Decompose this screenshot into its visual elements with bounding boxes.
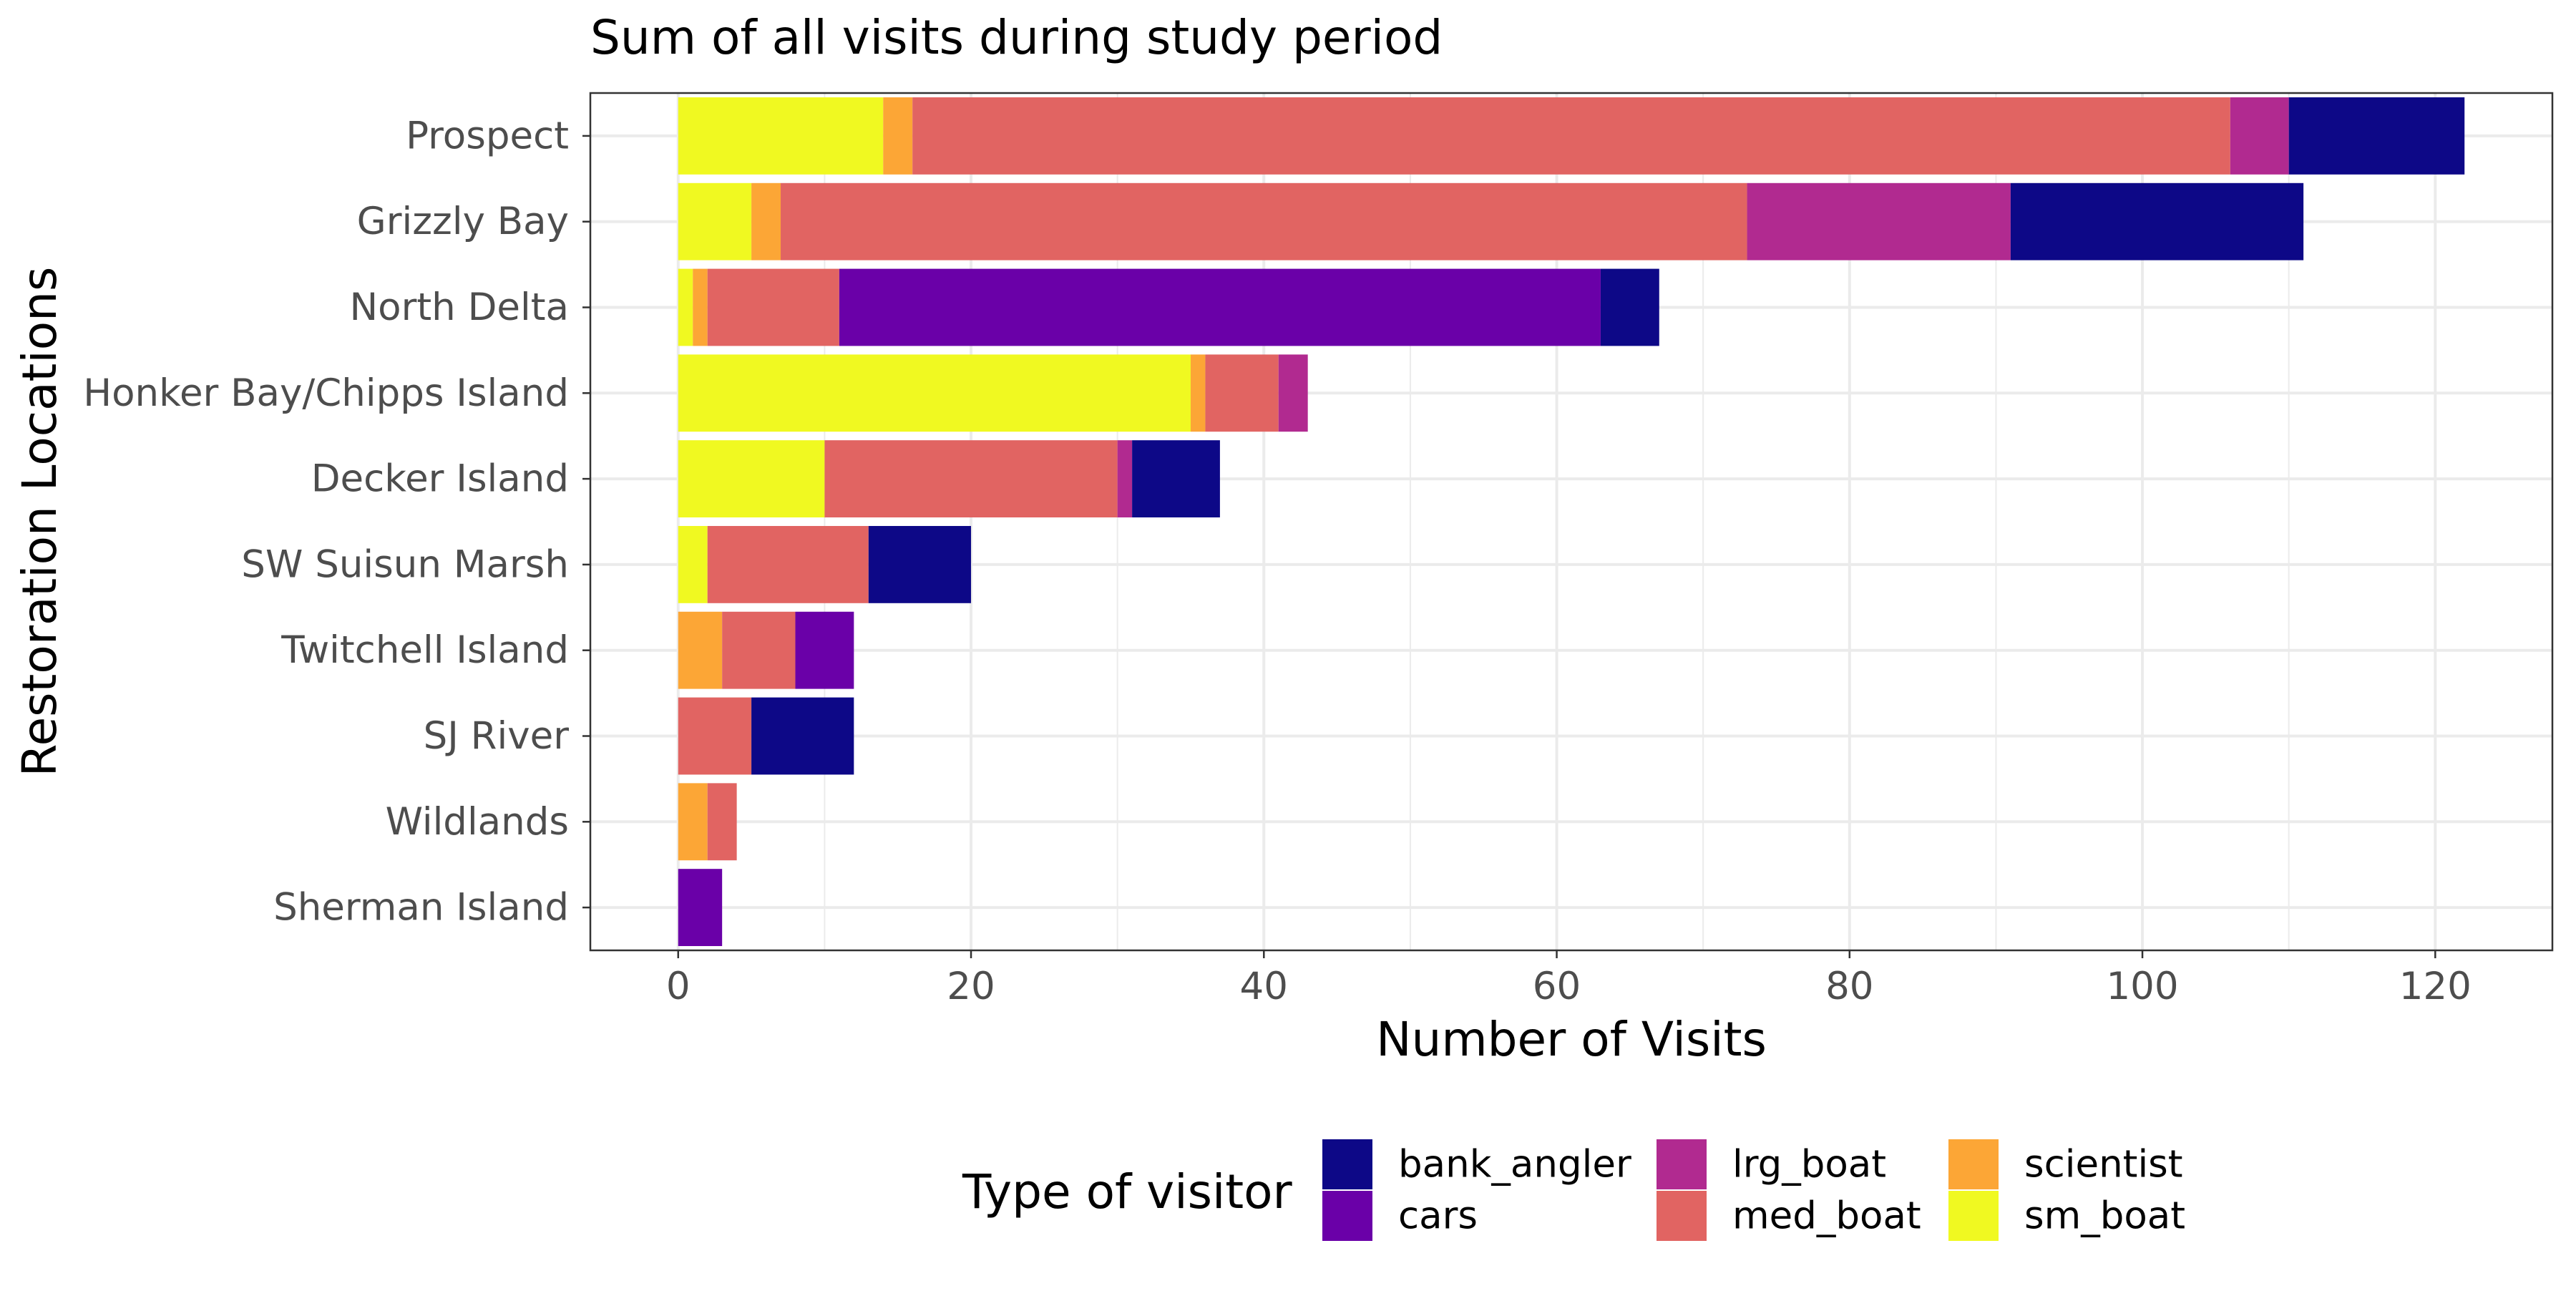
bar-segment-med_boat <box>722 611 796 689</box>
y-tick-label: Twitchell Island <box>280 628 569 672</box>
legend-label-sm_boat: sm_boat <box>2024 1194 2185 1238</box>
x-tick-label: 40 <box>1240 965 1288 1008</box>
bar-segment-lrg_boat <box>1117 440 1133 518</box>
bar-segment-bank_angler <box>2010 182 2304 260</box>
bar-segment-scientist <box>1190 354 1206 432</box>
bar-segment-med_boat <box>707 525 869 603</box>
bar-segment-bank_angler <box>1132 440 1220 518</box>
bar-segment-scientist <box>678 783 708 861</box>
bar-segment-cars <box>678 869 723 947</box>
y-tick-label: North Delta <box>350 286 569 329</box>
bars <box>678 97 2465 947</box>
legend-label-med_boat: med_boat <box>1732 1194 1921 1238</box>
bar-segment-bank_angler <box>2288 97 2465 175</box>
legend-title: Type of visitor <box>962 1164 1293 1219</box>
bar-segment-med_boat <box>678 697 752 775</box>
bar-segment-med_boat <box>707 783 737 861</box>
y-tick-label: Grizzly Bay <box>357 200 569 243</box>
bar-segment-bank_angler <box>1600 268 1659 346</box>
bar-segment-cars <box>795 611 854 689</box>
y-tick-label: SW Suisun Marsh <box>241 542 569 586</box>
bar-segment-bank_angler <box>868 525 972 603</box>
legend-label-bank_angler: bank_angler <box>1398 1143 1631 1187</box>
bar-segment-sm_boat <box>678 97 884 175</box>
legend-key-bank_angler <box>1322 1139 1372 1189</box>
y-tick-label: Wildlands <box>386 800 569 844</box>
legend-key-sm_boat <box>1948 1191 1999 1241</box>
bar-segment-bank_angler <box>751 697 854 775</box>
legend-label-scientist: scientist <box>2024 1143 2183 1187</box>
bar-segment-scientist <box>751 182 781 260</box>
x-tick-label: 80 <box>1825 965 1873 1008</box>
y-axis-ticks: Prospect Grizzly Bay North Delta Honker Bay… <box>83 114 590 930</box>
bar-segment-scientist <box>693 268 708 346</box>
bar-segment-med_boat <box>707 268 839 346</box>
bar-segment-lrg_boat <box>1278 354 1308 432</box>
chart-title: Sum of all visits during study period <box>590 10 1443 65</box>
bar-segment-sm_boat <box>678 354 1191 432</box>
x-tick-label: 20 <box>947 965 995 1008</box>
x-axis-title: Number of Visits <box>1376 1012 1767 1067</box>
legend-key-lrg_boat <box>1657 1139 1707 1189</box>
bar-segment-sm_boat <box>678 182 752 260</box>
x-tick-label: 60 <box>1533 965 1581 1008</box>
bar-segment-lrg_boat <box>2230 97 2289 175</box>
y-tick-label: Prospect <box>406 114 569 157</box>
plot-panel-border <box>589 92 2554 952</box>
bar-segment-lrg_boat <box>1747 182 2011 260</box>
bar-segment-scientist <box>678 611 723 689</box>
y-tick-label: Honker Bay/Chipps Island <box>83 371 569 415</box>
bar-segment-cars <box>839 268 1601 346</box>
y-tick-label: SJ River <box>424 714 570 758</box>
bar-segment-sm_boat <box>678 440 825 518</box>
legend-label-lrg_boat: lrg_boat <box>1732 1143 1886 1187</box>
legend-key-med_boat <box>1657 1191 1707 1241</box>
bar-segment-sm_boat <box>678 525 708 603</box>
bar-segment-med_boat <box>781 182 1747 260</box>
bar-segment-med_boat <box>1205 354 1279 432</box>
x-axis-ticks: 0 20 40 60 80 100 120 <box>666 950 2472 1008</box>
y-axis-title: Restoration Locations <box>12 267 67 777</box>
x-tick-label: 120 <box>2399 965 2472 1008</box>
legend-key-cars <box>1322 1191 1372 1241</box>
legend-label-cars: cars <box>1398 1194 1478 1238</box>
x-tick-label: 0 <box>666 965 691 1008</box>
legend-key-scientist <box>1948 1139 1999 1189</box>
y-tick-label: Sherman Island <box>273 886 569 930</box>
bar-segment-med_boat <box>824 440 1118 518</box>
y-tick-label: Decker Island <box>311 457 569 501</box>
bar-segment-med_boat <box>912 97 2230 175</box>
x-tick-label: 100 <box>2106 965 2178 1008</box>
bar-segment-sm_boat <box>678 268 693 346</box>
bar-segment-scientist <box>883 97 913 175</box>
